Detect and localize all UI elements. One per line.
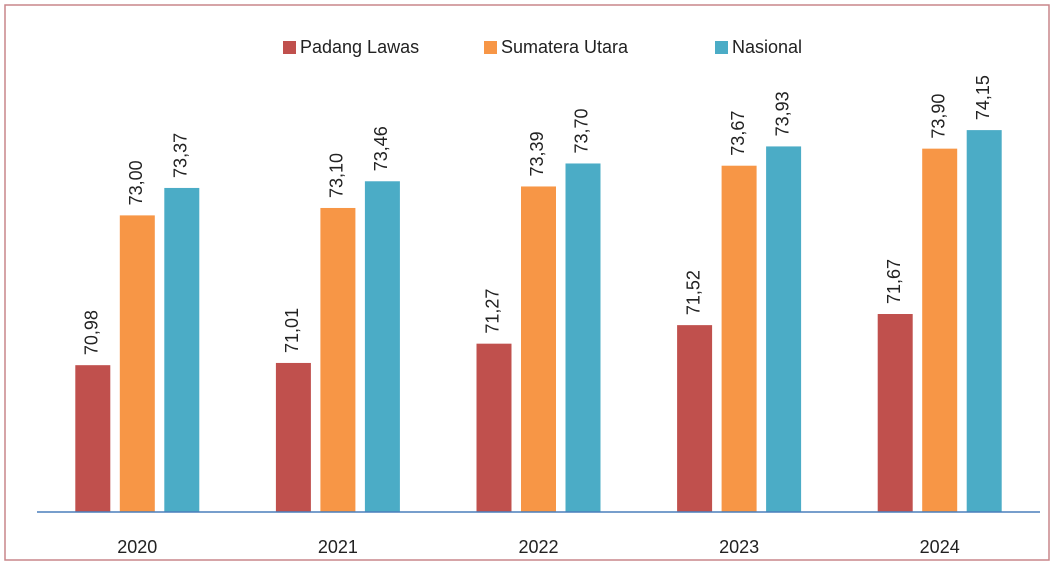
x-tick-label: 2021 [318,537,358,557]
bar [877,314,913,512]
bar [275,362,311,512]
legend-swatch [283,41,296,54]
bar [565,163,601,512]
bar [476,343,512,512]
data-label: 71,01 [282,308,302,353]
bar [677,325,713,512]
data-label: 70,98 [82,310,102,355]
data-label: 73,93 [772,91,792,136]
data-label: 71,52 [683,270,703,315]
data-label: 73,37 [171,133,191,178]
x-tick-label: 2024 [920,537,960,557]
x-tick-label: 2020 [117,537,157,557]
data-label: 74,15 [973,75,993,120]
x-tick-label: 2022 [518,537,558,557]
bar [721,165,757,512]
bar [119,215,155,512]
data-label: 73,39 [527,131,547,176]
data-label: 73,46 [371,126,391,171]
bar [320,207,356,512]
data-label: 73,90 [928,94,948,139]
legend-swatch [715,41,728,54]
data-label: 73,70 [572,108,592,153]
bar [164,187,200,512]
legend-label: Padang Lawas [300,37,419,57]
legend-label: Nasional [732,37,802,57]
bar [75,365,111,512]
data-label: 73,67 [728,111,748,156]
data-label: 71,67 [884,259,904,304]
data-label: 71,27 [483,289,503,334]
legend-swatch [484,41,497,54]
bar [364,181,400,512]
bar [922,148,958,512]
data-label: 73,00 [126,160,146,205]
bar [966,130,1002,512]
data-label: 73,10 [327,153,347,198]
bar [521,186,556,513]
x-tick-label: 2023 [719,537,759,557]
legend-label: Sumatera Utara [501,37,629,57]
bar [766,146,802,512]
